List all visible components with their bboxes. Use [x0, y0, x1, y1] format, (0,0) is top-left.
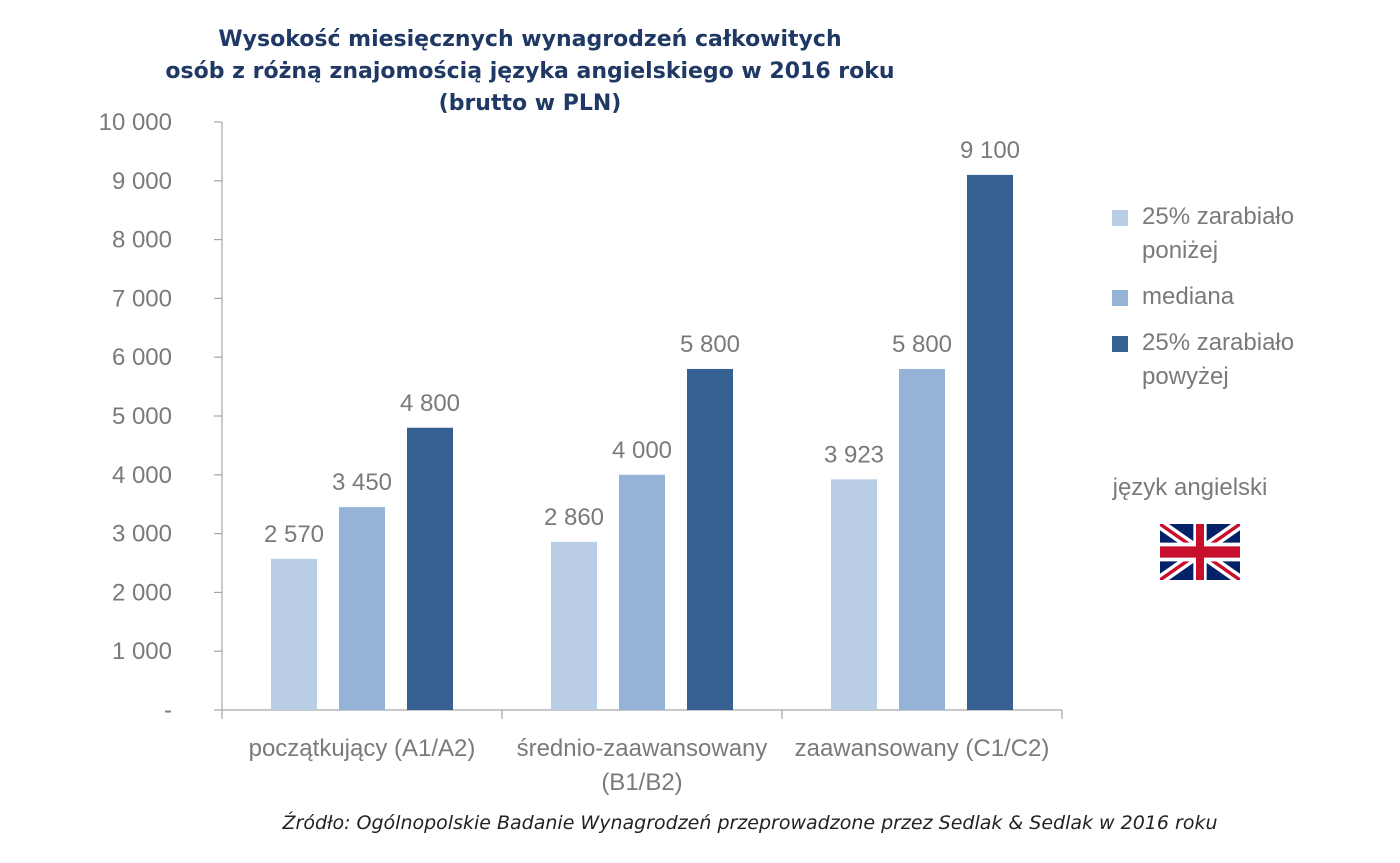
x-tick-label: średnio-zaawansowany	[517, 735, 768, 762]
bar	[271, 558, 317, 710]
legend-item: 25% zarabiało powyżej	[1112, 326, 1352, 394]
x-tick-label: początkujący (A1/A2)	[249, 735, 476, 762]
y-tick-label: 8 000	[112, 227, 172, 254]
source-note: Źródło: Ogólnopolskie Badanie Wynagrodze…	[282, 812, 1218, 834]
legend-label: 25% zarabiało	[1142, 329, 1295, 356]
data-label: 5 800	[892, 331, 952, 358]
y-tick-label: 2 000	[112, 579, 172, 606]
data-label: 2 860	[544, 504, 604, 531]
y-tick-label: 1 000	[112, 638, 172, 665]
flag-caption: język angielski	[1112, 474, 1268, 501]
legend-swatch	[1112, 290, 1128, 306]
bar	[899, 368, 945, 710]
y-tick-label: 7 000	[112, 285, 172, 312]
legend: 25% zarabiało poniżej mediana 25% zarabiało…	[1112, 200, 1352, 406]
y-tick-label: 10 000	[99, 109, 172, 136]
data-label: 4 800	[400, 390, 460, 417]
y-tick-label: 5 000	[112, 403, 172, 430]
data-label: 3 450	[332, 469, 392, 496]
x-tick-label: (B1/B2)	[601, 769, 682, 796]
y-tick-label: 9 000	[112, 168, 172, 195]
chart-title-line-1: Wysokość miesięcznych wynagrodzeń całkow…	[218, 27, 842, 52]
bar	[687, 368, 733, 710]
chart-title-line-2: osób z różną znajomością języka angielsk…	[165, 59, 895, 116]
bar	[619, 474, 665, 710]
data-label: 3 923	[824, 441, 884, 468]
bar	[551, 541, 597, 710]
y-tick-label: 3 000	[112, 521, 172, 548]
legend-swatch	[1112, 210, 1128, 226]
y-tick-label: -	[164, 697, 172, 724]
data-label: 2 570	[264, 521, 324, 548]
y-tick-label: 6 000	[112, 344, 172, 371]
data-label: 9 100	[960, 137, 1020, 164]
bar	[967, 174, 1013, 711]
legend-item: 25% zarabiało poniżej	[1112, 200, 1352, 268]
uk-flag-icon	[1160, 524, 1240, 580]
legend-item: mediana	[1112, 280, 1352, 314]
bar	[831, 479, 877, 710]
bar	[407, 427, 453, 710]
legend-label: powyżej	[1142, 363, 1229, 390]
legend-label: poniżej	[1142, 237, 1219, 264]
bar	[339, 507, 385, 710]
y-tick-label: 4 000	[112, 462, 172, 489]
legend-label: 25% zarabiało	[1142, 203, 1295, 230]
data-label: 5 800	[680, 331, 740, 358]
data-label: 4 000	[612, 437, 672, 464]
x-tick-label: zaawansowany (C1/C2)	[795, 735, 1050, 762]
legend-swatch	[1112, 336, 1128, 352]
legend-label: mediana	[1142, 283, 1235, 310]
chart-title: Wysokość miesięcznych wynagrodzeń całkow…	[120, 24, 940, 120]
